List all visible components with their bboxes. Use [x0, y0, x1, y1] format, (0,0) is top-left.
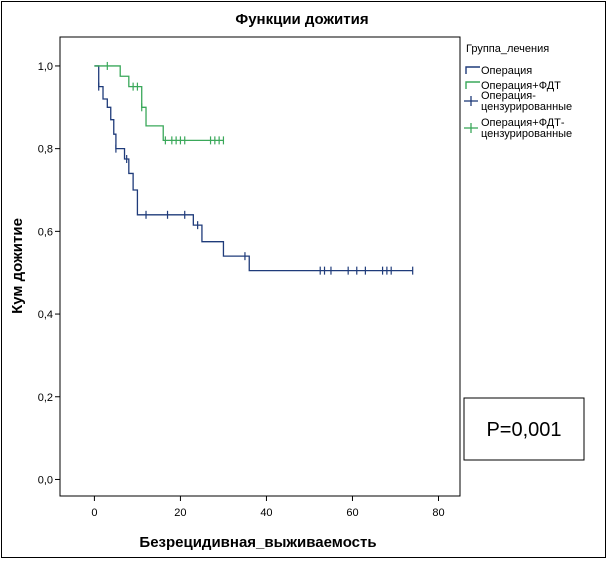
legend-label: Операция- — [481, 90, 536, 102]
y-tick-label: 0,2 — [38, 392, 53, 404]
legend-label: Операция+ФДТ- — [481, 117, 565, 129]
legend-entry: Операция-цензурированные — [464, 90, 572, 113]
plot-area — [59, 36, 461, 497]
legend-entry: Операция+ФДТ — [465, 80, 561, 92]
y-tick-label: 0,0 — [38, 474, 53, 486]
p-value-box — [463, 397, 585, 461]
y-tick-label: 1,0 — [38, 61, 53, 73]
legend-title: Группа_лечения — [466, 43, 549, 55]
x-tick-label: 60 — [346, 507, 358, 519]
x-tick-label: 40 — [260, 507, 272, 519]
x-axis-label: Безрецидивная_выживаемость — [139, 534, 376, 551]
series-layer — [94, 61, 414, 275]
x-axis: 0 20 40 60 80 — [91, 496, 445, 519]
legend-line-swatch — [465, 81, 480, 89]
x-tick-label: 20 — [174, 507, 186, 519]
y-axis: 0,0 0,2 0,4 0,6 0,8 1,0 — [38, 61, 60, 486]
legend-label: цензурированные — [481, 101, 572, 113]
legend-entry: Операция+ФДТ-цензурированные — [464, 117, 572, 140]
y-tick-label: 0,6 — [38, 226, 53, 238]
legend-line-swatch — [465, 66, 480, 74]
p-value-text: P=0,001 — [486, 419, 561, 441]
x-tick-label: 0 — [91, 507, 97, 519]
legend-label: цензурированные — [481, 128, 572, 140]
x-tick-label: 80 — [432, 507, 444, 519]
legend-entry: Операция — [465, 65, 532, 77]
legend: Группа_лечения ОперацияОперация+ФДТОпера… — [464, 43, 572, 140]
y-axis-label: Кум дожитие — [9, 218, 26, 314]
y-tick-label: 0,4 — [38, 309, 53, 321]
chart-title: Функции дожития — [235, 11, 368, 28]
y-tick-label: 0,8 — [38, 144, 53, 156]
km-curve-operation-pdt — [94, 65, 224, 142]
legend-label: Операция+ФДТ — [481, 80, 561, 92]
legend-label: Операция — [481, 65, 532, 77]
